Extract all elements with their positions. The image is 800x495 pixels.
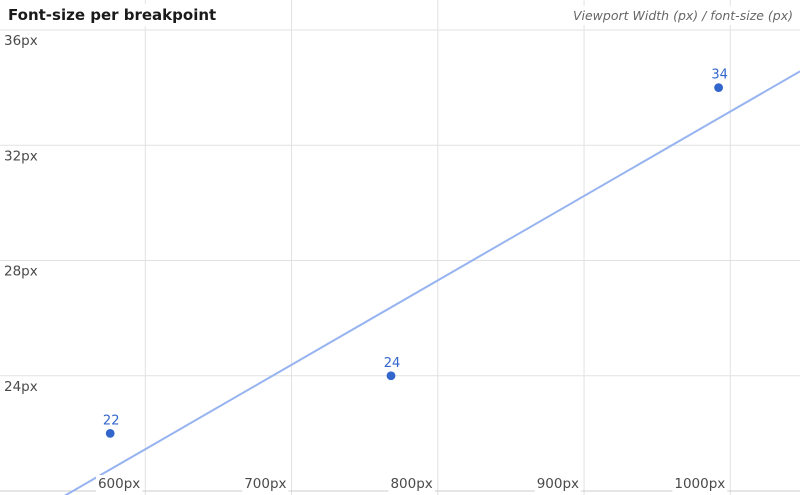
- x-tick-label: 600px: [98, 476, 140, 492]
- x-tick-label-bg: [534, 475, 582, 493]
- x-tick-label: 800px: [390, 476, 432, 492]
- data-point-label: 22: [103, 413, 120, 428]
- data-point[interactable]: [105, 428, 115, 438]
- x-tick-label-bg: [95, 475, 143, 493]
- x-tick-label: 900px: [537, 476, 579, 492]
- x-tick-label-bg: [388, 475, 435, 493]
- y-tick-label: 32px: [4, 148, 38, 164]
- x-tick-label-bg: [672, 475, 728, 493]
- x-axis-title: Viewport Width (px) / font-size (px): [568, 6, 797, 25]
- data-point-label: 24: [384, 356, 401, 371]
- y-tick-label: 24px: [4, 379, 38, 395]
- y-tick-label: 36px: [4, 33, 38, 49]
- data-point[interactable]: [386, 371, 396, 381]
- x-tick-label: 700px: [244, 476, 286, 492]
- trendline: [63, 70, 800, 495]
- y-tick-label: 28px: [4, 264, 38, 280]
- data-point-label: 34: [711, 68, 728, 83]
- data-point[interactable]: [714, 83, 723, 93]
- chart-title: Font-size per breakpoint: [2, 4, 223, 26]
- x-tick-label-bg: [242, 475, 289, 493]
- x-tick-label: 1000px: [674, 476, 725, 492]
